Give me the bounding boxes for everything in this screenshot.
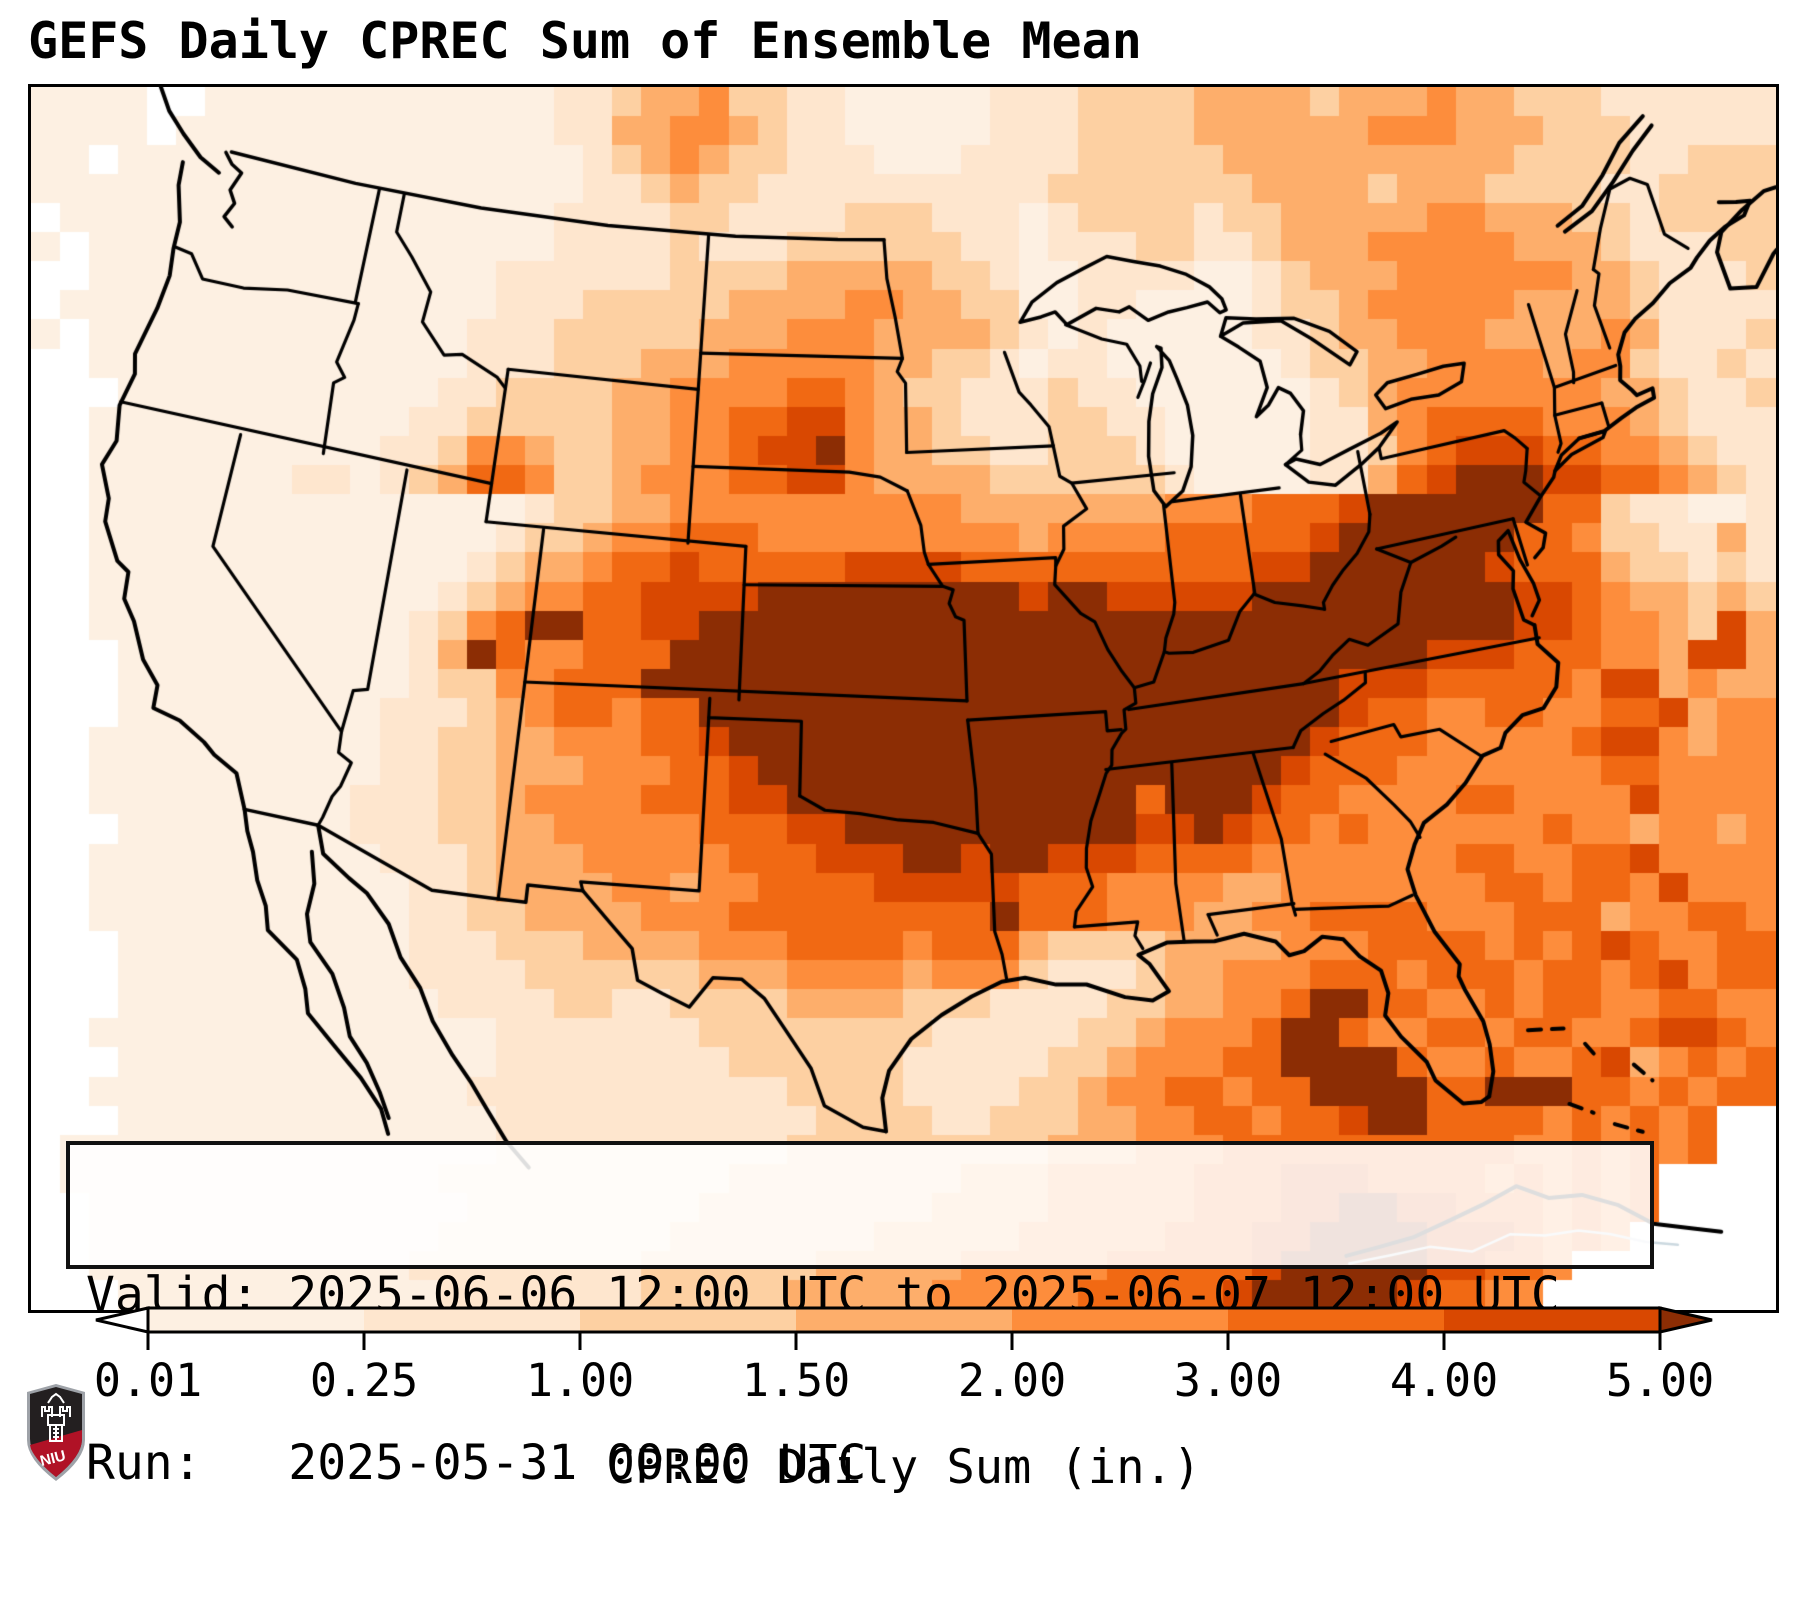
colorbar-segment <box>1012 1308 1228 1332</box>
colorbar-tick-label: 4.00 <box>1389 1354 1499 1407</box>
colorbar-under-arrow <box>95 1306 150 1334</box>
colorbar-tick-label: 0.25 <box>309 1354 419 1407</box>
niu-shield-icon: NIU <box>27 1384 85 1481</box>
colorbar-segment <box>148 1308 364 1332</box>
niu-text: NIU <box>38 1447 67 1470</box>
colorbar-tick-label: 1.00 <box>525 1354 635 1407</box>
colorbar-segment <box>796 1308 1012 1332</box>
colorbar-svg <box>95 1306 1713 1350</box>
run-time-line: Run: 2025-05-31 00:00 UTC <box>86 1435 867 1491</box>
colorbar-tick-label: 2.00 <box>957 1354 1067 1407</box>
colorbar-segment <box>364 1308 580 1332</box>
colorbar-segment <box>580 1308 796 1332</box>
colorbar-segment <box>1444 1308 1660 1332</box>
colorbar-outline <box>146 1306 1662 1334</box>
map-frame: Valid: 2025-06-06 12:00 UTC to 2025-06-0… <box>28 84 1779 1491</box>
colorbar-over-arrow <box>1658 1306 1713 1334</box>
colorbar-segment <box>1228 1308 1444 1332</box>
chart-title: GEFS Daily CPREC Sum of Ensemble Mean <box>28 12 1142 70</box>
page-root: { "title": "GEFS Daily CPREC Sum of Ense… <box>0 12 1803 1495</box>
colorbar-tick-label: 0.01 <box>93 1354 203 1407</box>
colorbar-unit-label: CPREC Daily Sum (in.) <box>606 1440 1202 1495</box>
colorbar-tick-label: 1.50 <box>741 1354 851 1407</box>
validity-info-box: Valid: 2025-06-06 12:00 UTC to 2025-06-0… <box>66 1141 1654 1491</box>
colorbar-tick-label: 3.00 <box>1173 1354 1283 1407</box>
colorbar-tick-label: 5.00 <box>1605 1354 1715 1407</box>
niu-logo: NIU <box>24 1383 88 1483</box>
colorbar <box>0 1306 1803 1366</box>
castle-icon <box>41 1392 71 1442</box>
precip-heatmap-canvas <box>31 87 1776 1310</box>
